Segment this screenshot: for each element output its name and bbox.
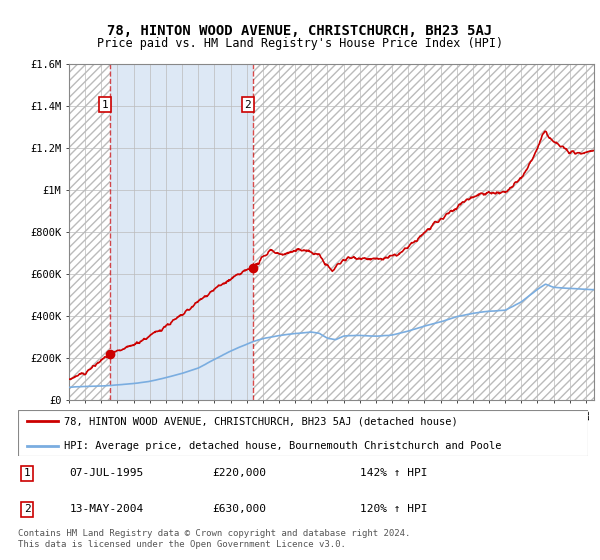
Text: £220,000: £220,000 <box>212 468 266 478</box>
Text: 1: 1 <box>101 100 108 110</box>
Text: 2: 2 <box>244 100 251 110</box>
Text: Price paid vs. HM Land Registry's House Price Index (HPI): Price paid vs. HM Land Registry's House … <box>97 37 503 50</box>
Text: 78, HINTON WOOD AVENUE, CHRISTCHURCH, BH23 5AJ (detached house): 78, HINTON WOOD AVENUE, CHRISTCHURCH, BH… <box>64 416 457 426</box>
Text: £630,000: £630,000 <box>212 505 266 515</box>
Bar <box>253 64 594 400</box>
Text: 120% ↑ HPI: 120% ↑ HPI <box>360 505 427 515</box>
Text: 142% ↑ HPI: 142% ↑ HPI <box>360 468 427 478</box>
Text: 1: 1 <box>24 468 31 478</box>
Bar <box>110 64 253 400</box>
Text: HPI: Average price, detached house, Bournemouth Christchurch and Poole: HPI: Average price, detached house, Bour… <box>64 441 501 451</box>
Text: 78, HINTON WOOD AVENUE, CHRISTCHURCH, BH23 5AJ: 78, HINTON WOOD AVENUE, CHRISTCHURCH, BH… <box>107 24 493 38</box>
Text: 07-JUL-1995: 07-JUL-1995 <box>70 468 143 478</box>
Text: Contains HM Land Registry data © Crown copyright and database right 2024.
This d: Contains HM Land Registry data © Crown c… <box>18 529 410 549</box>
Text: 13-MAY-2004: 13-MAY-2004 <box>70 505 143 515</box>
Text: 2: 2 <box>24 505 31 515</box>
Bar <box>69 64 110 400</box>
